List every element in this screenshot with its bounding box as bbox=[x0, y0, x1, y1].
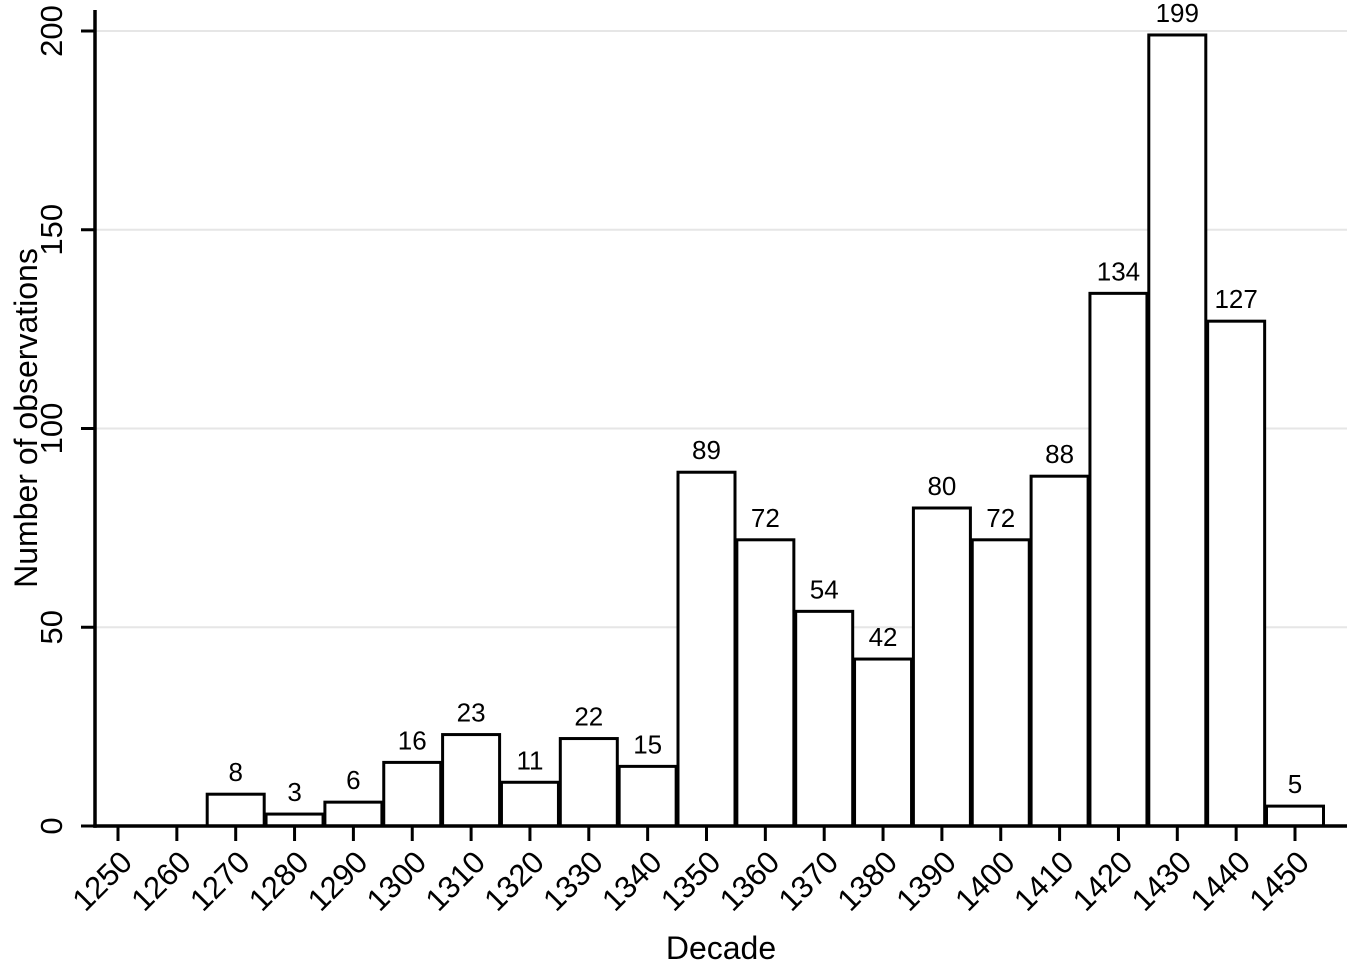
bar-value-label: 15 bbox=[633, 729, 662, 759]
x-tick-label: 1400 bbox=[948, 844, 1022, 918]
x-tick-label: 1250 bbox=[65, 844, 139, 918]
y-tick-label: 100 bbox=[34, 403, 69, 455]
bar-value-label: 5 bbox=[1288, 769, 1302, 799]
y-tick-label: 50 bbox=[34, 610, 69, 644]
bar-value-label: 3 bbox=[287, 777, 301, 807]
x-tick-label: 1440 bbox=[1184, 844, 1258, 918]
bar bbox=[911, 506, 972, 828]
bar bbox=[1147, 33, 1208, 828]
bar bbox=[441, 733, 502, 828]
bar-value-label: 8 bbox=[228, 757, 242, 787]
bar-value-label: 127 bbox=[1214, 284, 1257, 314]
bar bbox=[794, 609, 855, 828]
bar bbox=[499, 780, 560, 828]
x-tick-label: 1260 bbox=[124, 844, 198, 918]
bar-value-label: 72 bbox=[986, 503, 1015, 533]
x-tick-label: 1450 bbox=[1242, 844, 1316, 918]
bar-value-label: 16 bbox=[398, 725, 427, 755]
x-tick-label: 1370 bbox=[772, 844, 846, 918]
y-axis-title: Number of observations bbox=[8, 248, 44, 588]
bar-value-label: 199 bbox=[1156, 0, 1199, 28]
x-tick-label: 1280 bbox=[242, 844, 316, 918]
bar bbox=[853, 657, 914, 828]
bar-value-label: 88 bbox=[1045, 439, 1074, 469]
x-tick-label: 1360 bbox=[713, 844, 787, 918]
bar bbox=[1088, 291, 1149, 828]
y-tick-label: 0 bbox=[34, 817, 69, 834]
bar bbox=[1206, 319, 1267, 828]
x-tick-label: 1380 bbox=[830, 844, 904, 918]
x-tick-label: 1350 bbox=[654, 844, 728, 918]
bar-value-label: 6 bbox=[346, 765, 360, 795]
bar-value-label: 72 bbox=[751, 503, 780, 533]
x-tick-label: 1290 bbox=[301, 844, 375, 918]
bar bbox=[205, 792, 266, 828]
bar-value-label: 89 bbox=[692, 435, 721, 465]
y-tick-label: 200 bbox=[34, 5, 69, 57]
bar bbox=[970, 538, 1031, 828]
x-axis-title: Decade bbox=[665, 930, 777, 962]
bar bbox=[558, 737, 619, 828]
bar bbox=[676, 470, 737, 828]
x-tick-label: 1330 bbox=[536, 844, 610, 918]
bar bbox=[264, 812, 325, 828]
y-tick-label: 150 bbox=[34, 204, 69, 256]
x-tick-label: 1420 bbox=[1066, 844, 1140, 918]
x-tick-label: 1270 bbox=[183, 844, 257, 918]
x-tick-label: 1430 bbox=[1125, 844, 1199, 918]
bar-value-label: 22 bbox=[574, 702, 603, 732]
x-tick-label: 1410 bbox=[1007, 844, 1081, 918]
x-tick-label: 1310 bbox=[419, 844, 493, 918]
bar-value-label: 23 bbox=[457, 698, 486, 728]
x-tick-label: 1340 bbox=[595, 844, 669, 918]
bar bbox=[617, 764, 678, 828]
x-tick-label: 1320 bbox=[477, 844, 551, 918]
bar-value-label: 11 bbox=[516, 745, 543, 775]
x-tick-label: 1390 bbox=[889, 844, 963, 918]
bar-value-label: 80 bbox=[927, 471, 956, 501]
bar bbox=[1029, 474, 1090, 828]
bar bbox=[382, 760, 443, 828]
bar bbox=[323, 800, 384, 828]
bar-value-label: 134 bbox=[1097, 256, 1140, 286]
bar bbox=[735, 538, 796, 828]
x-tick-label: 1300 bbox=[360, 844, 434, 918]
bar bbox=[1265, 804, 1325, 828]
bar-value-label: 42 bbox=[869, 622, 898, 652]
bar-value-label: 54 bbox=[810, 574, 839, 604]
